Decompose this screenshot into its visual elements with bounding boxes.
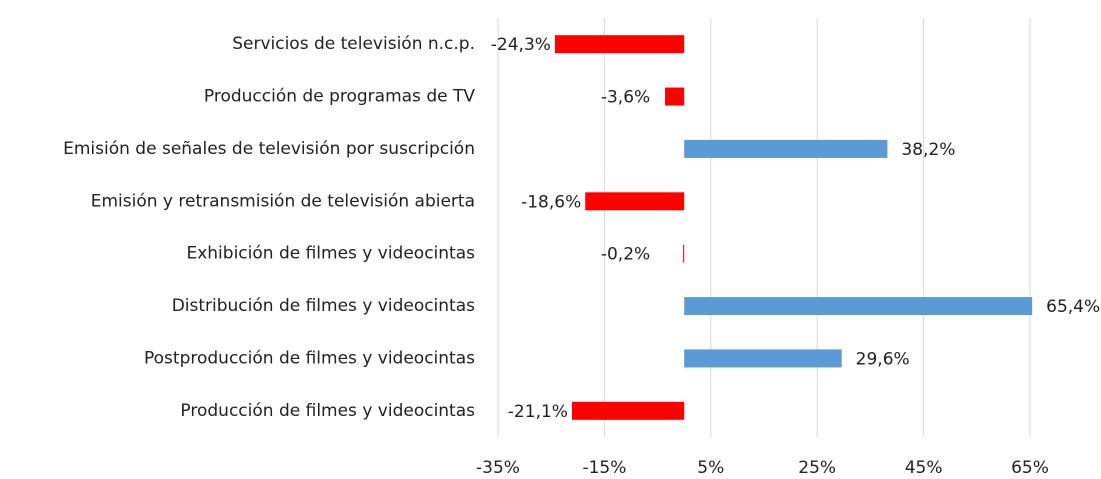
value-label: -3,6% bbox=[601, 88, 650, 108]
bar bbox=[571, 401, 685, 420]
bar bbox=[683, 244, 685, 263]
bar bbox=[585, 192, 685, 211]
value-label: -24,3% bbox=[491, 35, 551, 55]
value-label: 38,2% bbox=[901, 140, 955, 160]
x-tick-label: 25% bbox=[798, 458, 836, 478]
bar bbox=[665, 87, 685, 106]
x-tick-label: 45% bbox=[905, 458, 943, 478]
x-tick-label: 65% bbox=[1011, 458, 1049, 478]
x-tick-label: 5% bbox=[697, 458, 724, 478]
y-tick-label: Postproducción de filmes y videocintas bbox=[144, 348, 475, 368]
y-tick-label: Emisión y retransmisión de televisión ab… bbox=[91, 191, 475, 211]
y-tick-label: Producción de programas de TV bbox=[204, 87, 475, 107]
value-label: -18,6% bbox=[521, 192, 581, 212]
value-label: 29,6% bbox=[856, 349, 910, 369]
value-label: -0,2% bbox=[601, 245, 650, 265]
y-tick-label: Servicios de televisión n.c.p. bbox=[232, 34, 475, 54]
value-label: -21,1% bbox=[508, 402, 568, 422]
bar bbox=[684, 349, 842, 368]
x-tick-label: -15% bbox=[582, 458, 626, 478]
value-label: 65,4% bbox=[1046, 297, 1100, 317]
bar bbox=[684, 297, 1033, 316]
bar bbox=[684, 139, 888, 158]
y-tick-label: Emisión de señales de televisión por sus… bbox=[63, 139, 475, 159]
y-tick-label: Distribución de filmes y videocintas bbox=[172, 296, 475, 316]
y-tick-label: Exhibición de filmes y videocintas bbox=[186, 244, 475, 264]
x-tick-label: -35% bbox=[476, 458, 520, 478]
y-tick-label: Producción de filmes y videocintas bbox=[180, 401, 475, 421]
bar bbox=[554, 35, 685, 54]
